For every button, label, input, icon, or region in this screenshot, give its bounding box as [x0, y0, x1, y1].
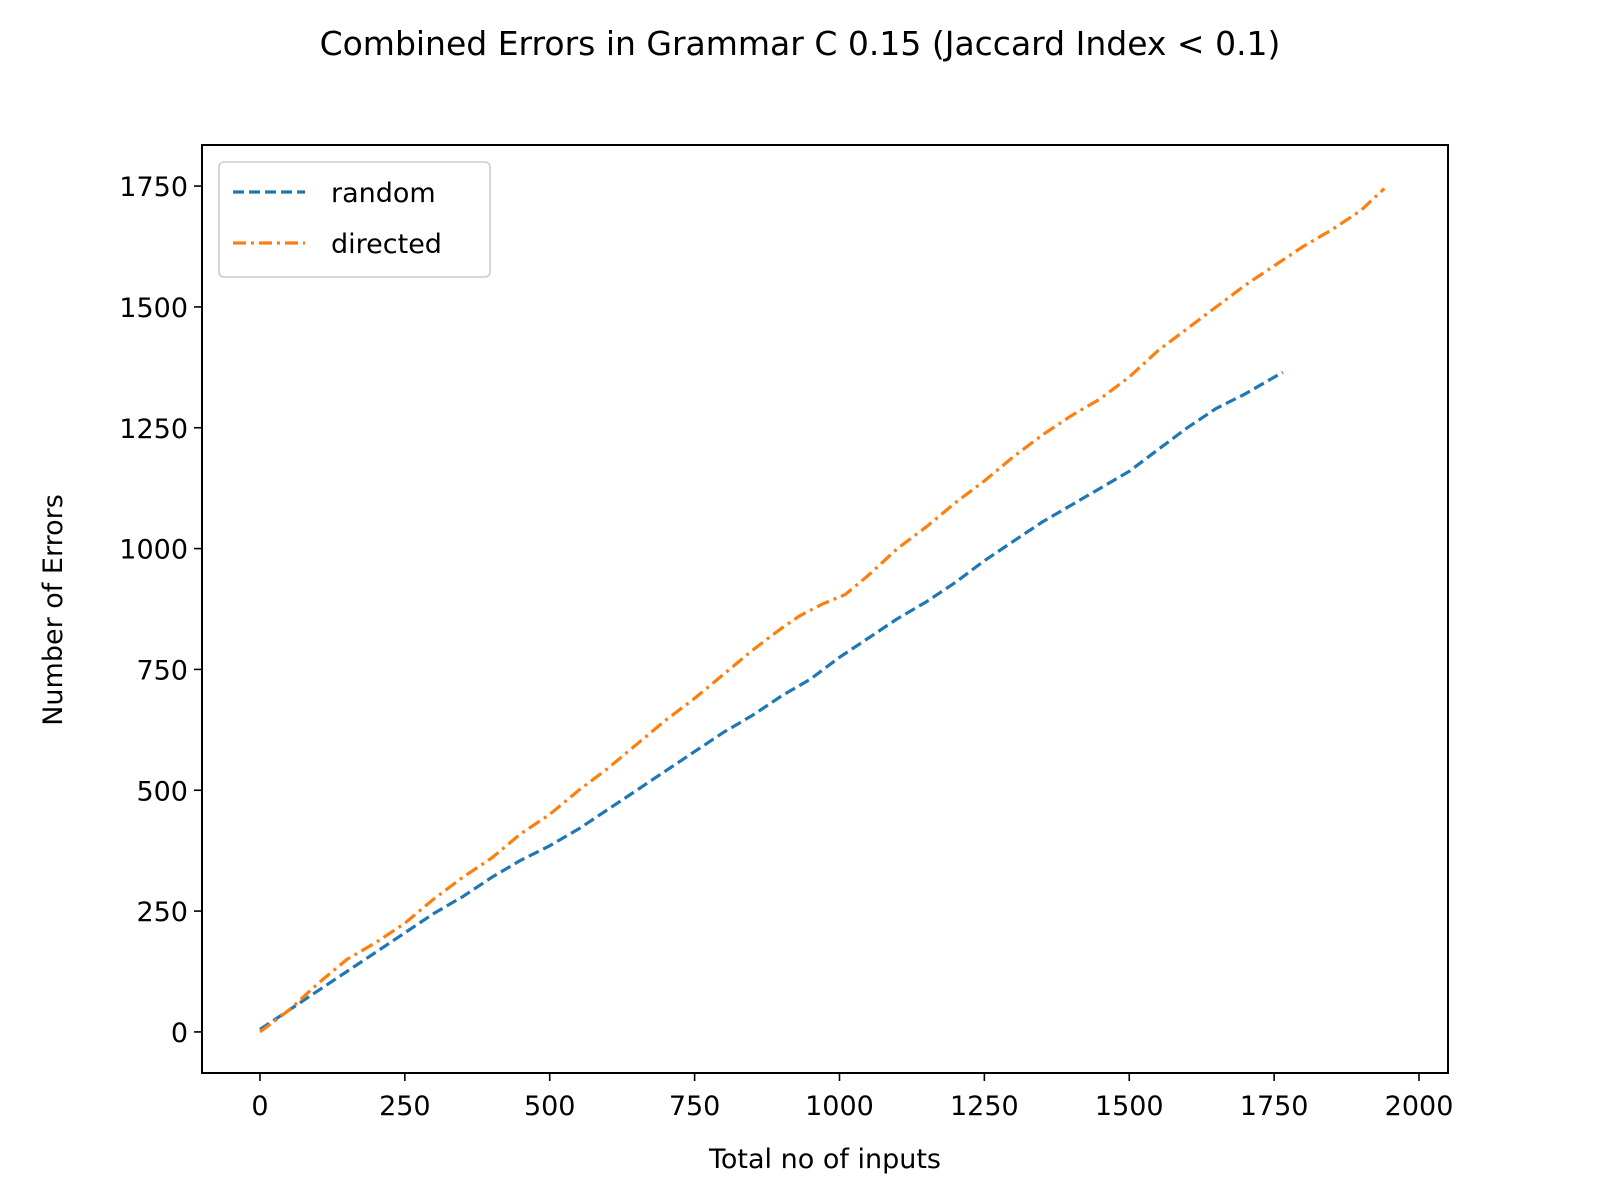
y-axis-label: Number of Errors	[38, 494, 69, 726]
x-tick-label: 500	[524, 1091, 576, 1122]
y-tick-label: 0	[171, 1018, 188, 1049]
y-tick-label: 250	[136, 897, 188, 928]
chart-title: Combined Errors in Grammar C 0.15 (Jacca…	[320, 24, 1281, 63]
x-tick-label: 1750	[1240, 1091, 1309, 1122]
legend: random directed	[218, 161, 491, 278]
y-tick-label: 1750	[119, 172, 188, 203]
series-line-directed	[259, 187, 1386, 1034]
y-tick-label: 1000	[119, 535, 188, 566]
x-tick-label: 250	[379, 1091, 431, 1122]
y-tick-label: 500	[136, 776, 188, 807]
x-tick-label: 1250	[950, 1091, 1019, 1122]
x-axis-label: Total no of inputs	[708, 1144, 941, 1175]
x-tick-label: 2000	[1385, 1091, 1454, 1122]
y-tick-label: 1500	[119, 293, 188, 324]
plot-frame	[201, 144, 1449, 1074]
axes: 0 250 500 750 1000 1250 1500 1750 2000 0 250 500 750…	[119, 144, 1454, 1122]
x-tick-label: 1000	[805, 1091, 874, 1122]
x-tick-label: 0	[251, 1091, 268, 1122]
plot-area	[259, 187, 1386, 1034]
x-tick-label: 750	[669, 1091, 721, 1122]
series-line-random	[259, 370, 1284, 1031]
y-tick-label: 1250	[119, 414, 188, 445]
legend-label-directed: directed	[331, 229, 442, 260]
y-tick-label: 750	[136, 655, 188, 686]
x-tick-label: 1500	[1095, 1091, 1164, 1122]
legend-label-random: random	[331, 178, 436, 209]
